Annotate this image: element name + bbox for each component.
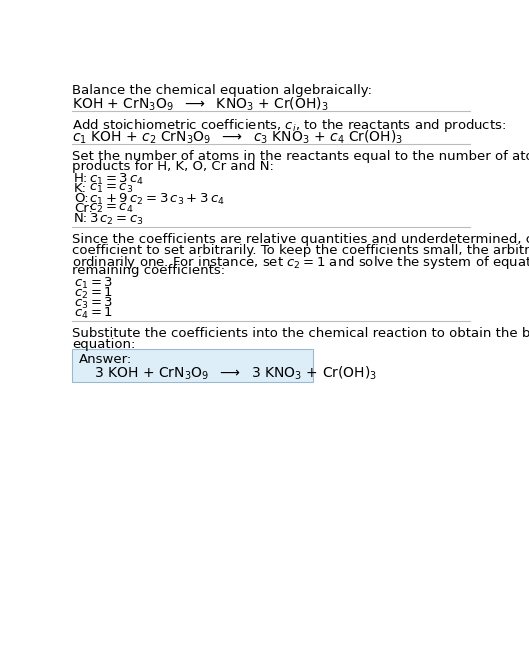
- Text: $c_1 = 3$: $c_1 = 3$: [74, 276, 113, 291]
- Text: N:: N:: [74, 212, 88, 225]
- Text: $c_2 = c_4$: $c_2 = c_4$: [89, 203, 134, 215]
- Text: Substitute the coefficients into the chemical reaction to obtain the balanced: Substitute the coefficients into the che…: [72, 327, 529, 340]
- Text: $c_3 = 3$: $c_3 = 3$: [74, 296, 113, 311]
- Text: K:: K:: [74, 182, 87, 195]
- Text: ordinarily one. For instance, set $c_2 = 1$ and solve the system of equations fo: ordinarily one. For instance, set $c_2 =…: [72, 254, 529, 271]
- Text: KOH + CrN$_3$O$_9$  $\longrightarrow$  KNO$_3$ + Cr(OH)$_3$: KOH + CrN$_3$O$_9$ $\longrightarrow$ KNO…: [72, 96, 329, 113]
- Text: 3 KOH + CrN$_3$O$_9$  $\longrightarrow$  3 KNO$_3$ + Cr(OH)$_3$: 3 KOH + CrN$_3$O$_9$ $\longrightarrow$ 3…: [94, 364, 377, 382]
- Text: equation:: equation:: [72, 338, 136, 351]
- Text: Set the number of atoms in the reactants equal to the number of atoms in the: Set the number of atoms in the reactants…: [72, 150, 529, 163]
- Text: $3\,c_2 = c_3$: $3\,c_2 = c_3$: [89, 212, 144, 228]
- Text: remaining coefficients:: remaining coefficients:: [72, 265, 225, 278]
- Text: coefficient to set arbitrarily. To keep the coefficients small, the arbitrary va: coefficient to set arbitrarily. To keep …: [72, 243, 529, 257]
- Text: Add stoichiometric coefficients, $c_i$, to the reactants and products:: Add stoichiometric coefficients, $c_i$, …: [72, 117, 507, 134]
- Text: $c_4 = 1$: $c_4 = 1$: [74, 306, 113, 322]
- Text: H:: H:: [74, 172, 88, 185]
- Text: Since the coefficients are relative quantities and underdetermined, choose a: Since the coefficients are relative quan…: [72, 233, 529, 246]
- Text: $c_1 + 9\,c_2 = 3\,c_3 + 3\,c_4$: $c_1 + 9\,c_2 = 3\,c_3 + 3\,c_4$: [89, 192, 225, 208]
- Text: Balance the chemical equation algebraically:: Balance the chemical equation algebraica…: [72, 84, 372, 97]
- Text: O:: O:: [74, 192, 88, 205]
- Text: products for H, K, O, Cr and N:: products for H, K, O, Cr and N:: [72, 160, 274, 173]
- FancyBboxPatch shape: [72, 349, 313, 382]
- Text: $c_2 = 1$: $c_2 = 1$: [74, 287, 113, 302]
- Text: Answer:: Answer:: [78, 353, 132, 366]
- Text: $c_1 = 3\,c_4$: $c_1 = 3\,c_4$: [89, 172, 144, 188]
- Text: $c_1$ KOH + $c_2$ CrN$_3$O$_9$  $\longrightarrow$  $c_3$ KNO$_3$ + $c_4$ Cr(OH)$: $c_1$ KOH + $c_2$ CrN$_3$O$_9$ $\longrig…: [72, 129, 404, 146]
- Text: Cr:: Cr:: [74, 203, 93, 215]
- Text: $c_1 = c_3$: $c_1 = c_3$: [89, 182, 134, 195]
